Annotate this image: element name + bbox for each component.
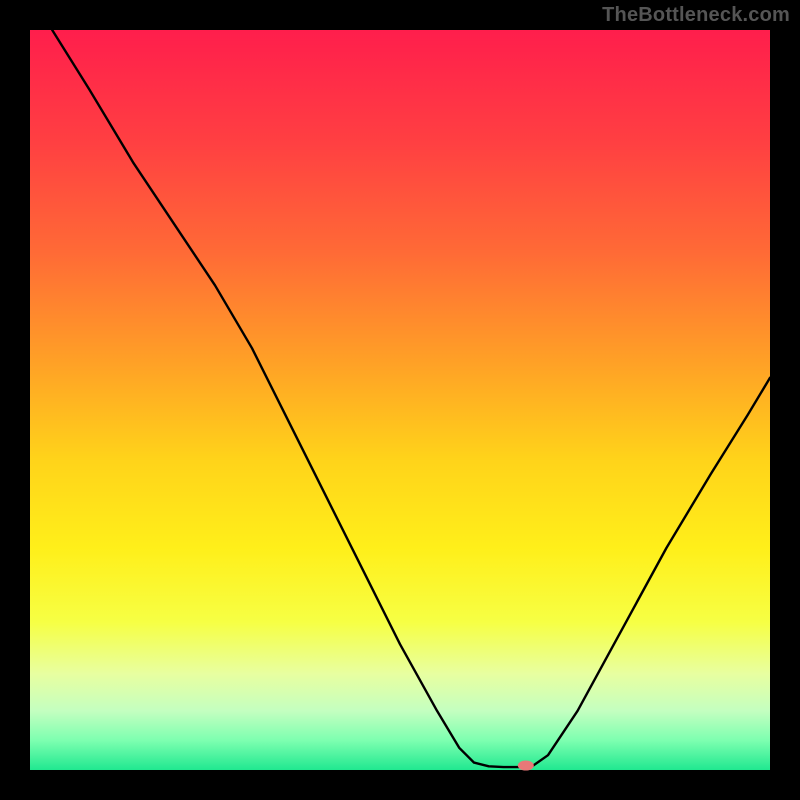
optimal-point-marker	[518, 761, 534, 771]
chart-svg	[0, 0, 800, 800]
chart-container: TheBottleneck.com	[0, 0, 800, 800]
watermark-text: TheBottleneck.com	[602, 4, 790, 27]
plot-background	[30, 30, 770, 770]
